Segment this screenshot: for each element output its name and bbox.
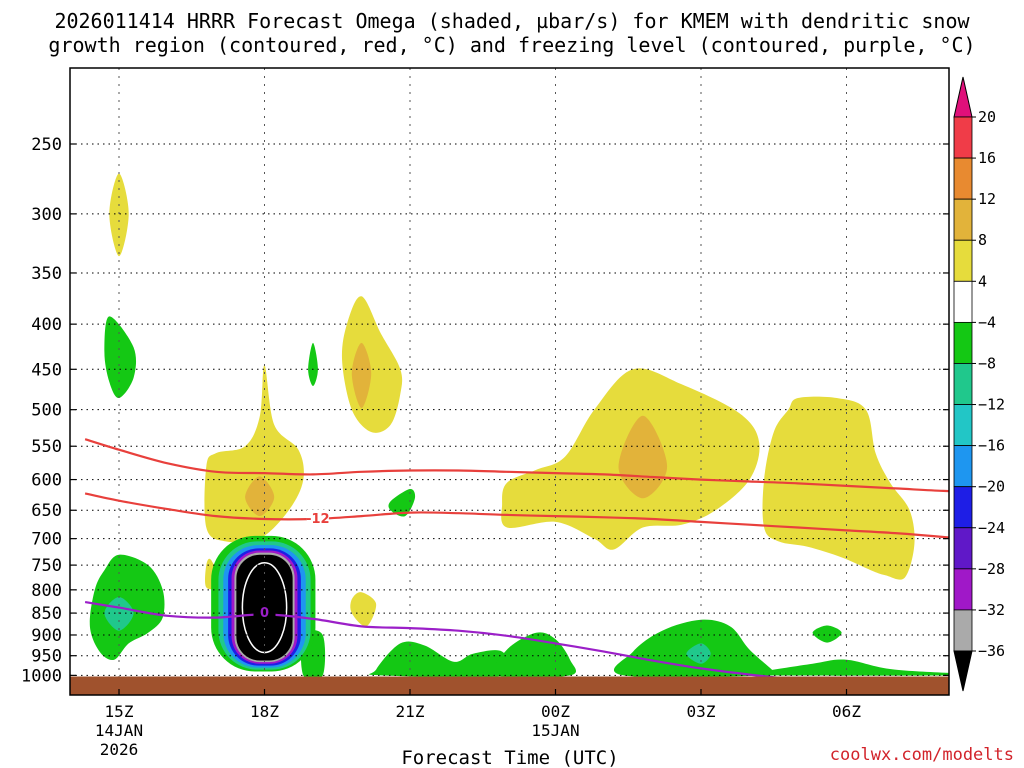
contour-label-2: -12 <box>306 512 330 527</box>
colorbar-label-13: −32 <box>978 601 1005 619</box>
credit-text: coolwx.com/modelts <box>830 745 1014 765</box>
pressure-tick-label-500: 500 <box>31 401 62 421</box>
colorbar-label-2: 16 <box>978 149 996 167</box>
chart-title-line-1: 2026011414 HRRR Forecast Omega (shaded, … <box>54 9 970 33</box>
colorbar-top-arrow <box>953 76 973 118</box>
pressure-tick-label-400: 400 <box>31 315 62 335</box>
pressure-tick-label-750: 750 <box>31 556 62 576</box>
omega-shade-region-8 <box>351 342 372 409</box>
contour-label-bg-2 <box>306 509 329 525</box>
colorbar-label-8: −12 <box>978 396 1005 414</box>
colorbar-label-3: 12 <box>978 190 996 208</box>
colorbar-segment-10 <box>953 486 973 529</box>
omega-shade-region-20 <box>686 643 711 664</box>
chart-title-line-2: growth region (contoured, red, °C) and f… <box>48 33 975 57</box>
omega-shade-region-7 <box>341 296 403 433</box>
contour-label-3: 0 <box>260 606 269 621</box>
colorbar-label-7: −8 <box>978 354 996 372</box>
contour-layer: -12 0 <box>84 438 949 681</box>
colorbar-label-10: −20 <box>978 478 1005 496</box>
time-tick-label-21Z: 21Z <box>396 702 425 721</box>
colorbar-label-5: 4 <box>978 272 987 290</box>
ground-surface <box>70 676 949 695</box>
strong-ascent-core <box>211 535 316 672</box>
ground-layer <box>70 676 949 695</box>
time-tick-label-18Z: 18Z <box>250 702 279 721</box>
omega-shade-region-5 <box>245 476 275 517</box>
pressure-tick-label-450: 450 <box>31 360 62 380</box>
plot-frame <box>69 67 950 696</box>
colorbar-segment-9 <box>953 445 973 488</box>
omega-shade-region-9 <box>388 488 416 517</box>
colorbar-segment-3 <box>953 198 973 241</box>
pressure-tick-label-850: 850 <box>31 604 62 624</box>
grid-lines <box>70 68 949 695</box>
pressure-tick-label-800: 800 <box>31 581 62 601</box>
pressure-tick-label-550: 550 <box>31 437 62 457</box>
colorbar-segment-11 <box>953 527 973 570</box>
x-axis-label: Forecast Time (UTC) <box>401 747 618 768</box>
colorbar-segment-1 <box>953 116 973 159</box>
omega-shade-region-22 <box>745 659 949 676</box>
time-tick-date-00Z: 15JAN <box>531 721 579 740</box>
omega-shade-region-2 <box>104 316 137 399</box>
colorbar-segment-12 <box>953 568 973 611</box>
pressure-tick-label-650: 650 <box>31 501 62 521</box>
pressure-tick-label-700: 700 <box>31 530 62 550</box>
omega-shade-region-1 <box>109 173 129 257</box>
colorbar-label-4: 8 <box>978 231 987 249</box>
time-tick-date-15Z: 14JAN <box>95 721 143 740</box>
colorbar-segment-2 <box>953 157 973 200</box>
omega-shade-region-15 <box>350 592 377 627</box>
colorbar: 20 16 12 8 4 −4 −8 −12 −16 −20 −24 −28 −32 −36 <box>953 76 1005 692</box>
colorbar-label-14: −36 <box>978 642 1005 660</box>
time-tick-label-15Z: 15Z <box>105 702 134 721</box>
colorbar-label-11: −24 <box>978 519 1005 537</box>
pressure-axis: 2503003504004505005506006507007508008509… <box>21 135 949 686</box>
pressure-tick-label-1000: 1000 <box>21 666 62 686</box>
dendritic-contour-1 <box>84 438 949 493</box>
time-tick-year-15Z: 2026 <box>100 740 139 759</box>
omega-shade-region-17 <box>368 641 516 678</box>
pressure-tick-label-900: 900 <box>31 626 62 646</box>
dendritic-contour-2 <box>84 492 949 539</box>
time-tick-label-03Z: 03Z <box>687 702 716 721</box>
omega-shade-region-6 <box>308 342 318 386</box>
colorbar-segment-7 <box>953 363 973 405</box>
colorbar-label-9: −16 <box>978 437 1005 455</box>
colorbar-segment-8 <box>953 404 973 447</box>
omega-shade-region-12 <box>762 396 915 580</box>
colorbar-label-12: −28 <box>978 560 1005 578</box>
contour-label-bg-3 <box>253 604 276 620</box>
omega-shade-region-21 <box>812 625 842 643</box>
pressure-tick-label-600: 600 <box>31 471 62 491</box>
colorbar-segment-6 <box>953 321 973 364</box>
colorbar-label-6: −4 <box>978 313 996 331</box>
pressure-tick-label-250: 250 <box>31 135 62 155</box>
pressure-tick-label-950: 950 <box>31 647 62 667</box>
omega-shade-region-3 <box>204 364 304 543</box>
freezing-level-contour <box>84 601 799 681</box>
pressure-tick-label-300: 300 <box>31 205 62 225</box>
colorbar-segment-4 <box>953 239 973 282</box>
time-tick-label-00Z: 00Z <box>541 702 570 721</box>
colorbar-segment-5 <box>953 280 973 323</box>
colorbar-bottom-arrow <box>953 650 973 692</box>
colorbar-label-1: 20 <box>978 108 996 126</box>
colorbar-segment-13 <box>953 609 973 652</box>
pressure-tick-label-350: 350 <box>31 264 62 284</box>
time-tick-label-06Z: 06Z <box>832 702 861 721</box>
